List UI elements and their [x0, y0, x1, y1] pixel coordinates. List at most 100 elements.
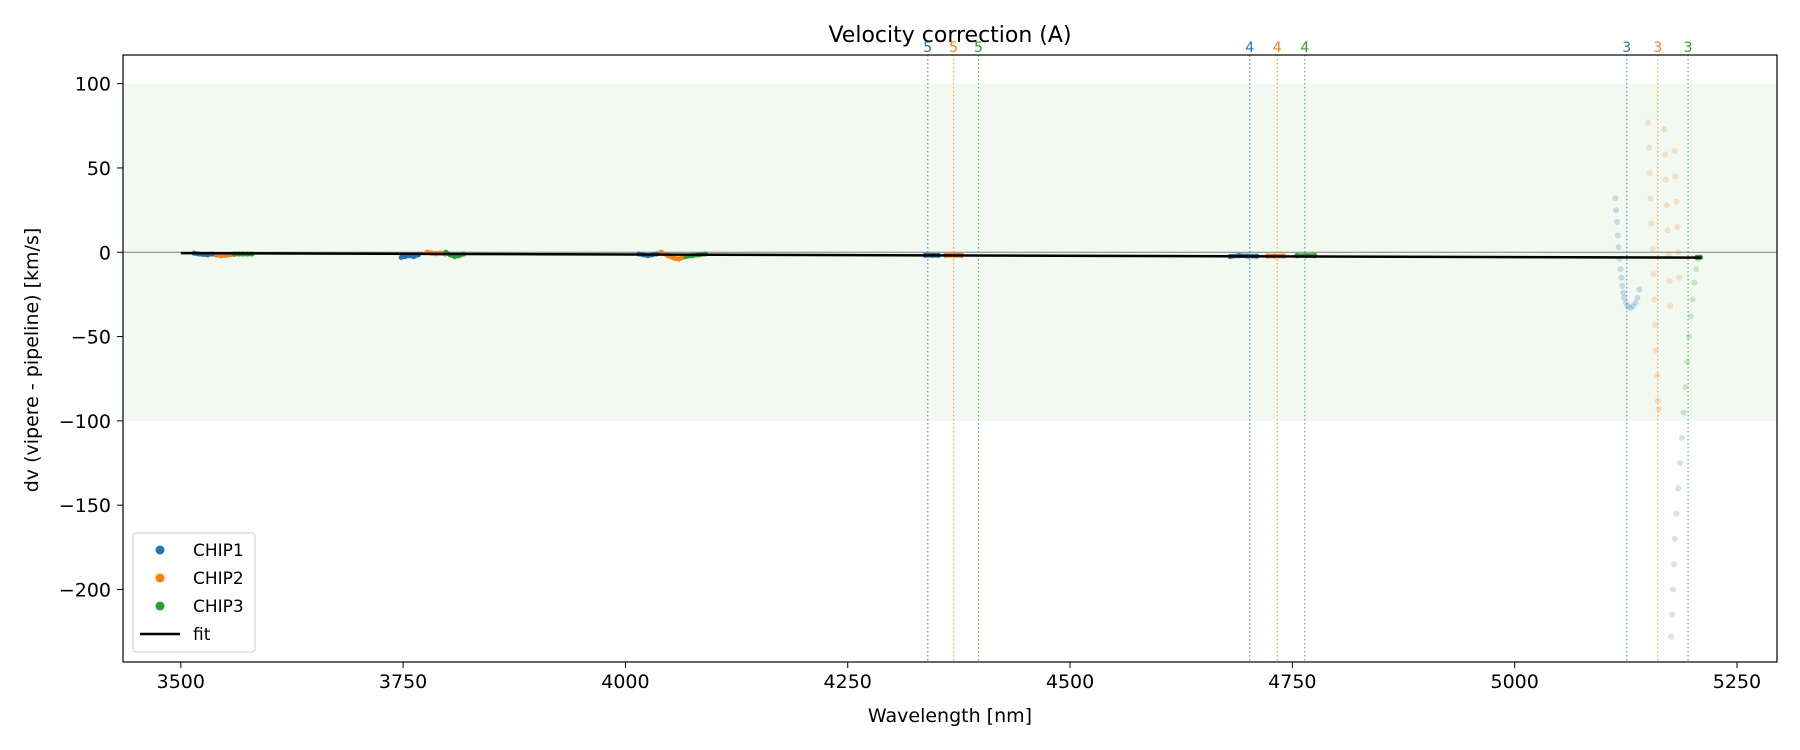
plot-frame — [122, 54, 1778, 663]
y-tick-label: −200 — [59, 579, 111, 601]
x-axis-label: Wavelength [nm] — [868, 705, 1032, 727]
chip3-outlier-point — [1682, 384, 1689, 391]
y-tick-label: 50 — [87, 158, 111, 180]
chip3-outlier-point — [1673, 510, 1680, 517]
order-marker-label: 5 — [923, 40, 932, 56]
series-group — [180, 119, 1704, 640]
chip3-outlier-point — [1671, 535, 1678, 542]
y-axis-label: dv (vipere - pipeline) [km/s] — [21, 228, 43, 493]
legend-marker-chip2 — [155, 573, 165, 583]
chip2-outlier-point — [1675, 249, 1682, 256]
fit-line — [180, 251, 1702, 259]
chip3-outlier-point — [1677, 460, 1684, 467]
chip1-outlier-point — [1624, 303, 1631, 310]
chip2-outlier-point — [1653, 347, 1660, 354]
chip2-outlier-point — [1648, 220, 1655, 227]
chip2-outlier-point — [1676, 274, 1683, 281]
chip2-outlier-point — [1671, 148, 1678, 155]
chip2-outlier-point — [1661, 126, 1668, 133]
chip1-outlier-point — [1621, 294, 1628, 301]
chip2-outlier-point — [1664, 227, 1671, 234]
order-marker-label: 3 — [1653, 40, 1662, 56]
legend-box — [132, 532, 256, 653]
chip1-outlier-point — [1612, 195, 1619, 202]
x-tick-label: 4750 — [1268, 671, 1316, 693]
y-tick-label: −50 — [71, 327, 111, 349]
chip2-outlier-point — [1661, 151, 1668, 158]
order-marker-label: 3 — [1622, 40, 1631, 56]
chip2-outlier-point — [1667, 303, 1674, 310]
chip3-outlier-point — [1687, 313, 1694, 320]
chart-title: Velocity correction (A) — [828, 23, 1071, 48]
chip3-outlier-point — [1669, 586, 1676, 593]
chip2-outlier-point — [1662, 176, 1669, 183]
order-marker-label: 5 — [974, 40, 983, 56]
chip2-outlier-point — [1674, 223, 1681, 230]
y-tick-label: −100 — [59, 411, 111, 433]
chip2-outlier-point — [1672, 173, 1679, 180]
order-marker-label: 3 — [1684, 40, 1693, 56]
chip3-outlier-point — [1689, 296, 1696, 303]
chip1-outlier-point — [1629, 303, 1636, 310]
legend-label: CHIP2 — [193, 569, 244, 589]
chip3-outlier-point — [1669, 611, 1676, 618]
chip3-outlier-point — [1675, 485, 1682, 492]
chip3-outlier-point — [1680, 409, 1687, 416]
x-tick-label: 4000 — [601, 671, 649, 693]
chip1-data-point — [402, 253, 408, 260]
x-tick-label: 4250 — [824, 671, 872, 693]
chip2-outlier-point — [1663, 202, 1670, 209]
chip2-data-point — [676, 256, 682, 262]
order-marker-label: 5 — [949, 40, 958, 56]
chip2-outlier-point — [1654, 397, 1661, 404]
order-marker-label: 4 — [1300, 40, 1309, 56]
chip1-outlier-point — [1614, 232, 1621, 239]
x-tick-label: 4500 — [1046, 671, 1094, 693]
chip1-outlier-point — [1634, 294, 1641, 301]
chip3-outlier-point — [1678, 434, 1685, 441]
y-tick-label: 0 — [99, 242, 111, 264]
chip3-outlier-point — [1668, 633, 1675, 640]
chip1-outlier-point — [1620, 289, 1627, 296]
x-tick-label: 5000 — [1490, 671, 1538, 693]
chip2-outlier-point — [1645, 144, 1652, 151]
chip2-outlier-point — [1649, 245, 1656, 252]
x-tick-label: 5250 — [1713, 671, 1761, 693]
chip1-data-point — [411, 253, 417, 260]
chip1-outlier-point — [1618, 274, 1625, 281]
chip3-outlier-point — [1693, 266, 1700, 273]
legend-label: fit — [193, 625, 211, 645]
chip2-outlier-point — [1673, 198, 1680, 205]
chip1-outlier-point — [1627, 304, 1634, 311]
chip1-outlier-point — [1632, 299, 1639, 306]
chip3-outlier-point — [1685, 333, 1692, 340]
legend-marker-chip1 — [155, 545, 165, 555]
chip3-outlier-point — [1684, 358, 1691, 365]
x-tick-label: 3500 — [157, 671, 205, 693]
y-tick-label: 100 — [75, 74, 111, 96]
legend-label: CHIP3 — [193, 597, 244, 617]
chip2-outlier-point — [1645, 119, 1652, 126]
chip2-outlier-point — [1653, 372, 1660, 379]
chip2-outlier-point — [1666, 277, 1673, 284]
chip1-outlier-point — [1636, 286, 1643, 293]
chip2-outlier-point — [1652, 321, 1659, 328]
chip2-outlier-point — [1655, 406, 1662, 413]
chip2-outlier-point — [1646, 170, 1653, 177]
legend-marker-chip3 — [155, 601, 165, 611]
order-marker-label: 4 — [1245, 40, 1254, 56]
chip1-outlier-point — [1615, 244, 1622, 251]
chip1-outlier-point — [1617, 266, 1624, 273]
chip3-outlier-point — [1670, 561, 1677, 568]
chip2-data-point — [671, 255, 677, 261]
chip3-outlier-point — [1691, 279, 1698, 286]
chip2-outlier-point — [1650, 271, 1657, 278]
chip1-outlier-point — [1622, 299, 1629, 306]
y-tick-label: −150 — [59, 495, 111, 517]
legend-label: CHIP1 — [193, 541, 244, 561]
chip1-outlier-point — [1619, 282, 1626, 289]
chip1-outlier-point — [1613, 207, 1620, 214]
order-marker-label: 4 — [1273, 40, 1282, 56]
